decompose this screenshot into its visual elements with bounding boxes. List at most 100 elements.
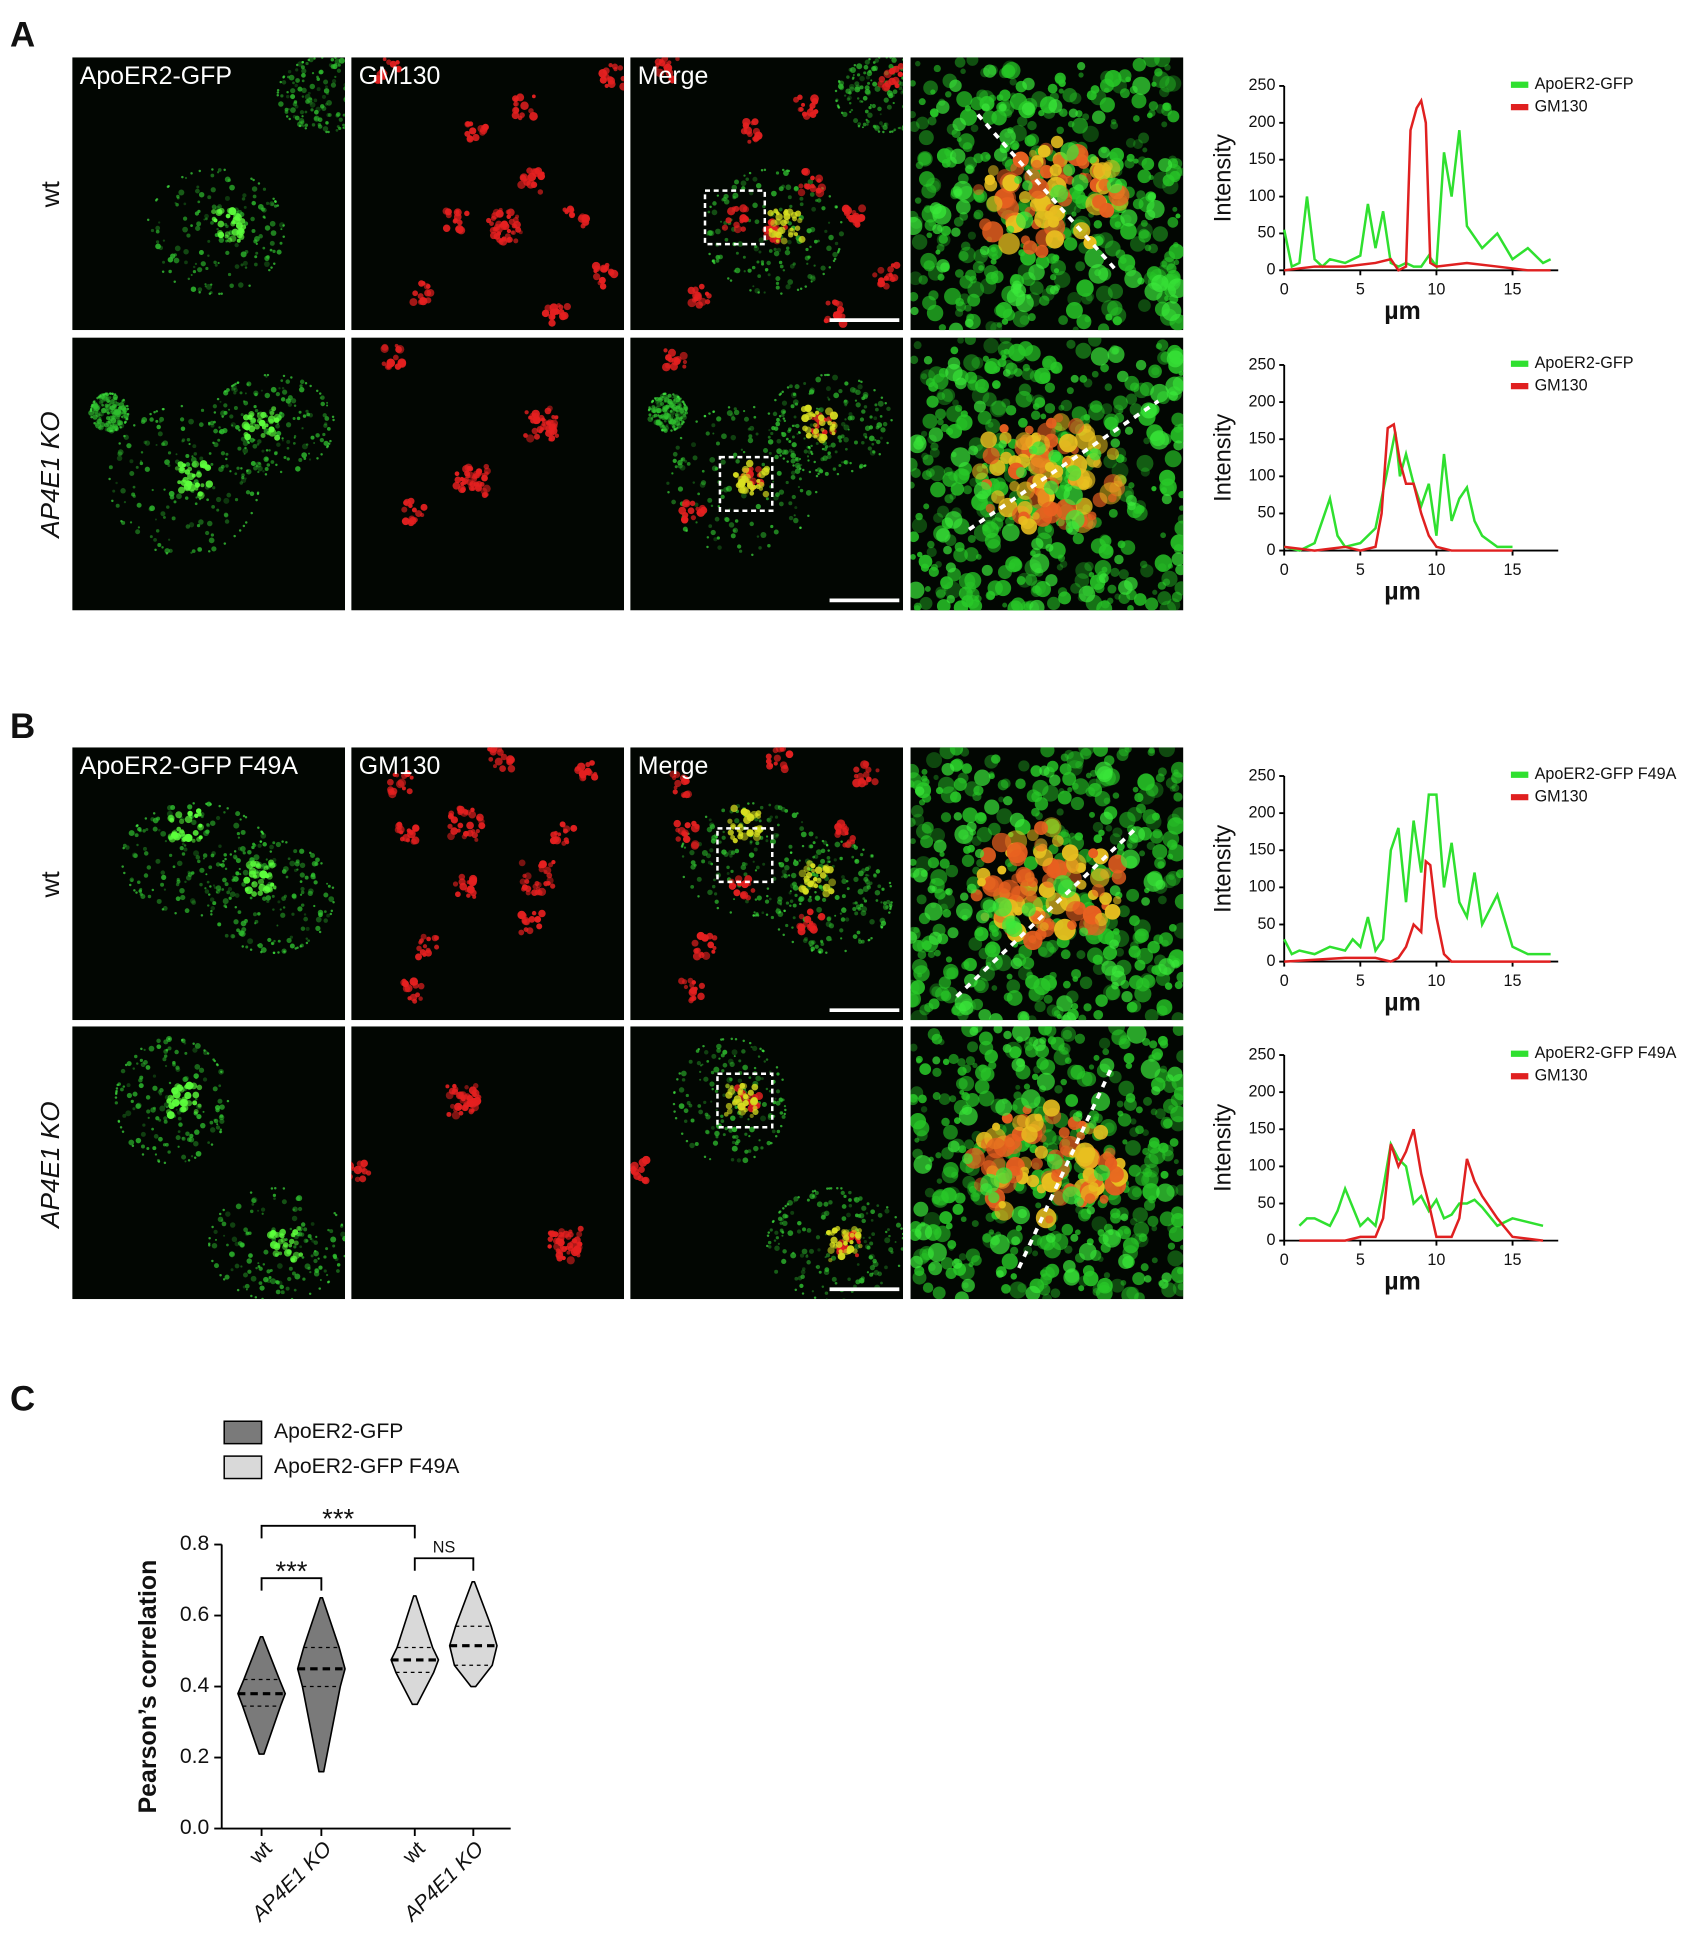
signal-dot xyxy=(756,813,762,819)
signal-dot xyxy=(930,89,936,95)
signal-dot xyxy=(809,423,814,427)
signal-dot xyxy=(1114,554,1124,565)
signal-dot xyxy=(295,68,299,72)
micrograph xyxy=(72,747,346,1021)
signal-dot xyxy=(812,422,818,428)
signal-dot xyxy=(1012,348,1027,363)
signal-dot xyxy=(703,414,707,418)
signal-dot xyxy=(336,125,340,129)
signal-dot xyxy=(871,778,879,786)
signal-dot xyxy=(216,397,220,401)
signal-dot xyxy=(742,450,746,454)
signal-dot xyxy=(680,516,689,524)
signal-dot xyxy=(856,214,865,223)
signal-dot xyxy=(1081,292,1093,305)
signal-dot xyxy=(324,416,330,421)
signal-dot xyxy=(751,553,754,557)
signal-dot xyxy=(661,428,664,432)
signal-dot xyxy=(796,432,799,435)
signal-dot xyxy=(1049,542,1066,559)
signal-dot xyxy=(1175,564,1184,576)
signal-dot xyxy=(133,424,136,427)
signal-dot xyxy=(918,98,926,106)
signal-dot xyxy=(466,829,474,837)
signal-dot xyxy=(1055,75,1065,85)
signal-dot xyxy=(143,440,147,445)
signal-dot xyxy=(716,536,720,540)
signal-dot xyxy=(828,923,835,929)
signal-dot xyxy=(546,876,554,885)
signal-dot xyxy=(395,346,402,353)
signal-dot xyxy=(794,462,801,469)
signal-dot xyxy=(346,128,348,130)
signal-dot xyxy=(139,461,144,466)
signal-dot xyxy=(889,906,892,909)
signal-dot xyxy=(1087,153,1097,164)
signal-dot xyxy=(232,854,238,860)
signal-dot xyxy=(236,381,240,384)
signal-dot xyxy=(868,69,872,74)
signal-dot xyxy=(95,422,102,429)
signal-dot xyxy=(767,209,774,217)
signal-dot xyxy=(530,417,536,424)
signal-dot xyxy=(890,901,893,904)
signal-dot xyxy=(182,216,188,221)
signal-dot xyxy=(442,224,451,232)
signal-dot xyxy=(251,200,256,206)
signal-dot xyxy=(1065,521,1080,535)
signal-dot xyxy=(1039,372,1051,384)
signal-dot xyxy=(930,481,946,498)
signal-dot xyxy=(1051,365,1060,374)
signal-dot xyxy=(1034,797,1049,811)
signal-dot xyxy=(458,878,466,886)
signal-dot xyxy=(274,434,281,441)
signal-dot xyxy=(314,116,318,121)
signal-dot xyxy=(243,414,250,421)
signal-dot xyxy=(304,875,309,880)
signal-dot xyxy=(311,123,316,127)
signal-dot xyxy=(166,505,170,509)
signal-dot xyxy=(1140,219,1148,227)
signal-dot xyxy=(279,241,283,245)
signal-dot xyxy=(232,383,235,387)
signal-dot xyxy=(301,427,304,430)
signal-dot xyxy=(1164,450,1182,468)
signal-dot xyxy=(300,65,305,70)
signal-dot xyxy=(224,234,229,239)
signal-dot xyxy=(682,511,689,519)
signal-dot xyxy=(1016,211,1034,229)
signal-dot xyxy=(1173,242,1179,248)
signal-dot xyxy=(123,406,126,410)
signal-dot xyxy=(1047,596,1061,610)
signal-dot xyxy=(804,285,808,288)
signal-dot xyxy=(242,447,249,454)
signal-dot xyxy=(647,416,654,423)
signal-dot xyxy=(752,860,755,863)
signal-dot xyxy=(961,854,975,867)
signal-dot xyxy=(179,829,185,834)
signal-dot xyxy=(669,75,676,82)
signal-dot xyxy=(890,419,893,422)
signal-dot xyxy=(785,246,790,251)
signal-dot xyxy=(294,115,300,121)
signal-dot xyxy=(880,901,883,904)
signal-dot xyxy=(186,437,191,442)
signal-dot xyxy=(1112,316,1123,326)
signal-dot xyxy=(716,194,719,197)
signal-dot xyxy=(559,821,566,828)
signal-dot xyxy=(749,191,754,196)
signal-dot xyxy=(1052,154,1065,167)
signal-dot xyxy=(865,873,868,877)
signal-dot xyxy=(913,341,922,350)
signal-dot xyxy=(827,398,831,401)
signal-dot xyxy=(574,766,581,772)
signal-dot xyxy=(860,852,864,857)
signal-dot xyxy=(677,395,680,399)
signal-dot xyxy=(662,424,665,428)
signal-dot xyxy=(830,442,836,448)
signal-dot xyxy=(1169,785,1176,792)
signal-dot xyxy=(793,415,797,419)
signal-dot xyxy=(241,475,245,480)
signal-dot xyxy=(828,234,834,241)
signal-dot xyxy=(300,903,305,907)
